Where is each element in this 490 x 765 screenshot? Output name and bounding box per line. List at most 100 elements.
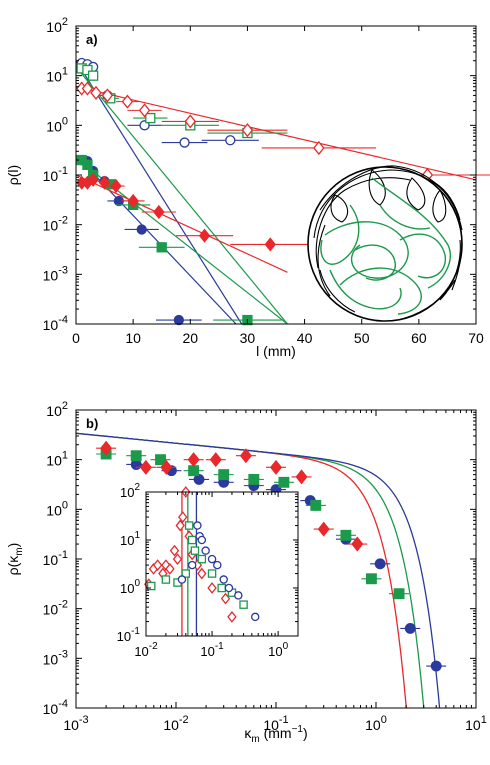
inset-data-point (172, 553, 183, 566)
data-point (138, 103, 151, 118)
x-tick-label: 0 (72, 330, 80, 346)
inset-data-point (197, 535, 207, 545)
y-tick-label: 100 (46, 115, 68, 134)
fit-line (76, 60, 243, 324)
y-tick-label: 102 (46, 16, 68, 35)
x-tick-label: 50 (354, 330, 370, 346)
y-tick-label: 10-1 (43, 549, 68, 568)
data-point (153, 204, 165, 220)
inset-data-point (161, 575, 171, 584)
inset-data-point (152, 559, 163, 571)
panel-a-x-axis-label: l (mm) (256, 343, 296, 359)
data-point (87, 70, 99, 81)
inset-data-point (217, 583, 226, 593)
inset-x-tick-label: 100 (268, 641, 288, 659)
data-point (130, 450, 142, 462)
x-tick-label: 60 (411, 330, 427, 346)
data-point (155, 454, 166, 466)
panel-a-y-axis-label: ρ(l) (5, 165, 21, 185)
x-tick-label: 101 (465, 714, 487, 733)
data-point (374, 558, 386, 570)
data-point (313, 140, 325, 156)
x-tick-label: 10-1 (263, 714, 288, 733)
x-tick-label: 70 (468, 330, 484, 346)
inset-data-point (165, 562, 175, 575)
x-tick-label: 20 (182, 330, 198, 346)
inset-data-point (220, 592, 231, 605)
panel-b-inset-frame (145, 491, 299, 637)
data-point (218, 469, 230, 481)
inset-data-point (234, 591, 243, 600)
inset-x-tick-label: 10-1 (200, 641, 224, 659)
y-tick-label: 10-2 (43, 599, 68, 618)
x-tick-label: 40 (297, 330, 313, 346)
x-tick-label: 10-3 (63, 714, 88, 733)
inset-data-point (190, 546, 200, 555)
panel-b-x-axis-label: κm (mm−1) (244, 724, 307, 745)
data-point (340, 529, 352, 541)
panel-b-y-axis-label-subscript: m (14, 547, 25, 555)
inset-data-point (227, 610, 237, 623)
panel-b: 10-3 10-2 10-1 100 10110-410-310-210-1100101… (5, 400, 487, 745)
panel-b-fit-curves (76, 432, 441, 708)
panel-b-label: b) (86, 416, 98, 431)
data-point (173, 314, 185, 326)
y-tick-label: 101 (46, 450, 68, 469)
data-point (225, 135, 236, 146)
data-point (317, 521, 330, 537)
inset-data-point (175, 519, 185, 532)
data-point (127, 193, 139, 209)
y-tick-label: 10-4 (43, 314, 68, 333)
data-point (198, 228, 211, 243)
y-tick-label: 10-3 (43, 264, 68, 283)
panel-b-x-axis-label-unit: (mm (260, 725, 292, 741)
data-point (156, 242, 167, 253)
data-point (145, 112, 156, 124)
inset-y-tick-label: 10-1 (117, 626, 141, 644)
data-point (160, 459, 173, 475)
data-point (264, 237, 276, 252)
inset-data-point (207, 569, 217, 578)
inset-data-point (207, 554, 217, 564)
panel-b-y-axis-label-close: ) (5, 543, 21, 548)
inset-y-tick-label: 100 (120, 578, 140, 596)
fit-line (76, 66, 288, 324)
panel-b-x-axis-label-subscript: m (251, 734, 259, 745)
panel-b-inset-data-layer (144, 486, 260, 636)
panel-b-ticks: 10-3 10-2 10-1 100 10110-410-310-210-1100101… (43, 400, 487, 733)
panel-b-x-axis-label-symbol: κ (244, 725, 252, 741)
x-tick-label: 10 (125, 330, 141, 346)
data-point (98, 175, 111, 190)
data-point (81, 81, 94, 96)
y-tick-label: 10-2 (43, 215, 68, 234)
data-point (179, 137, 190, 148)
inset-data-point (207, 582, 217, 594)
inset-data-point (187, 535, 197, 545)
data-point (239, 448, 252, 464)
data-point (295, 469, 308, 485)
panel-b-data-layer (76, 432, 447, 708)
data-point (100, 440, 113, 456)
x-tick-label: 30 (240, 330, 256, 346)
data-point (188, 465, 200, 477)
data-point (430, 660, 442, 672)
inset-data-point (250, 612, 260, 622)
data-point (82, 159, 93, 171)
data-point (187, 452, 200, 468)
panel-b-y-axis-label-symbol: ρ(κ (5, 555, 21, 576)
x-tick-label: 10-2 (163, 714, 188, 733)
inset-data-point (184, 521, 194, 530)
inset-data-point (213, 560, 222, 570)
y-tick-label: 10-4 (43, 698, 68, 717)
data-point (365, 573, 377, 585)
data-point (101, 88, 114, 103)
inset-data-point (239, 600, 248, 609)
data-point (404, 622, 416, 634)
y-tick-label: 10-3 (43, 648, 68, 667)
trajectory-inset-drawing (307, 165, 463, 322)
inset-data-point (193, 521, 202, 530)
inset-data-point (181, 569, 191, 578)
inset-data-point (224, 583, 234, 593)
